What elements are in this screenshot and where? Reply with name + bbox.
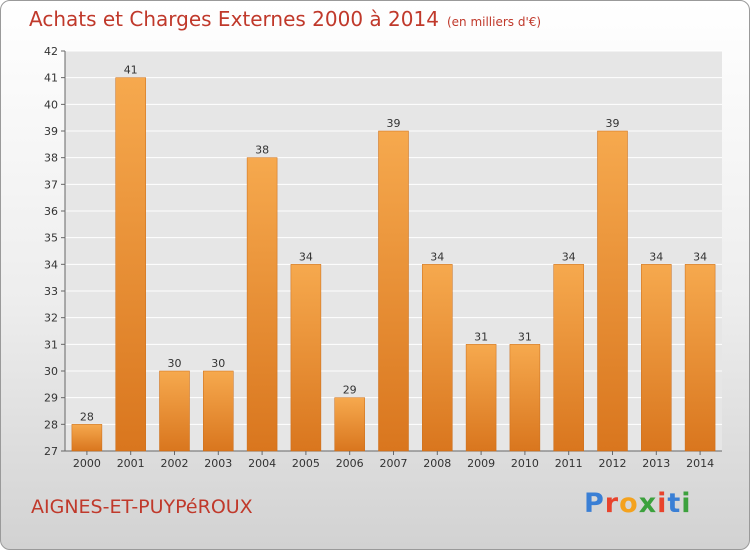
- y-tick-label: 40: [44, 98, 58, 111]
- bar: [334, 397, 365, 452]
- bar: [553, 264, 584, 452]
- brand-logo-letter: t: [667, 488, 682, 519]
- data-label: 34: [430, 250, 444, 263]
- data-label: 28: [80, 410, 94, 423]
- bar: [641, 264, 672, 452]
- y-tick-label: 37: [44, 178, 58, 191]
- bar: [378, 130, 409, 452]
- bar: [246, 157, 278, 452]
- x-tick-label: 2005: [292, 457, 320, 470]
- data-label: 34: [693, 250, 707, 263]
- x-tick-label: 2008: [423, 457, 451, 470]
- brand-logo: Proxiti: [584, 488, 692, 519]
- bar: [115, 77, 146, 452]
- data-label: 41: [124, 64, 138, 77]
- y-tick-label: 34: [44, 258, 58, 271]
- y-tick-label: 31: [44, 338, 58, 351]
- brand-logo-letter: i: [681, 488, 692, 519]
- place-name: AIGNES-ET-PUYPéROUX: [31, 496, 253, 518]
- x-tick-label: 2014: [686, 457, 714, 470]
- x-tick-label: 2004: [248, 457, 276, 470]
- x-tick-label: 2012: [599, 457, 627, 470]
- chart-title-text: Achats et Charges Externes 2000 à 2014: [29, 7, 439, 31]
- bar: [290, 264, 322, 452]
- data-label: 34: [562, 250, 576, 263]
- y-tick-label: 35: [44, 232, 58, 245]
- x-tick-label: 2003: [204, 457, 232, 470]
- brand-logo-letter: o: [619, 488, 639, 519]
- data-label: 39: [387, 117, 401, 130]
- y-tick-label: 28: [44, 418, 58, 431]
- y-tick-label: 30: [44, 365, 58, 378]
- brand-logo-letter: x: [638, 488, 658, 519]
- chart-title: Achats et Charges Externes 2000 à 2014 (e…: [29, 7, 541, 31]
- y-tick-label: 29: [44, 392, 58, 405]
- x-tick-label: 2002: [161, 457, 189, 470]
- x-tick-label: 2009: [467, 457, 495, 470]
- data-label: 30: [211, 357, 225, 370]
- y-tick-label: 32: [44, 312, 58, 325]
- x-tick-label: 2001: [117, 457, 145, 470]
- x-tick-label: 2000: [73, 457, 101, 470]
- data-label: 38: [255, 144, 269, 157]
- x-tick-label: 2013: [642, 457, 670, 470]
- data-label: 34: [299, 250, 313, 263]
- y-tick-label: 27: [44, 445, 58, 458]
- x-tick-label: 2010: [511, 457, 539, 470]
- x-tick-label: 2007: [380, 457, 408, 470]
- y-tick-label: 38: [44, 152, 58, 165]
- data-label: 39: [606, 117, 620, 130]
- data-label: 31: [474, 330, 488, 343]
- y-tick-label: 41: [44, 72, 58, 85]
- y-tick-label: 42: [44, 45, 58, 58]
- data-label: 30: [168, 357, 182, 370]
- brand-logo-letter: i: [657, 488, 668, 519]
- y-tick-label: 39: [44, 125, 58, 138]
- y-tick-label: 36: [44, 205, 58, 218]
- bar: [509, 344, 541, 452]
- bar: [159, 370, 190, 452]
- data-label: 34: [649, 250, 663, 263]
- bar: [422, 264, 453, 452]
- x-tick-label: 2006: [336, 457, 364, 470]
- bar: [71, 424, 103, 452]
- data-label: 31: [518, 330, 532, 343]
- bar: [597, 130, 628, 452]
- chart-unit: (en milliers d'€): [446, 15, 542, 29]
- x-tick-label: 2011: [555, 457, 583, 470]
- brand-logo-letter: r: [604, 488, 620, 519]
- bar: [465, 344, 497, 452]
- bar: [684, 264, 716, 452]
- y-tick-label: 33: [44, 285, 58, 298]
- bar: [203, 370, 234, 452]
- brand-logo-letter: P: [584, 488, 605, 519]
- data-label: 29: [343, 384, 357, 397]
